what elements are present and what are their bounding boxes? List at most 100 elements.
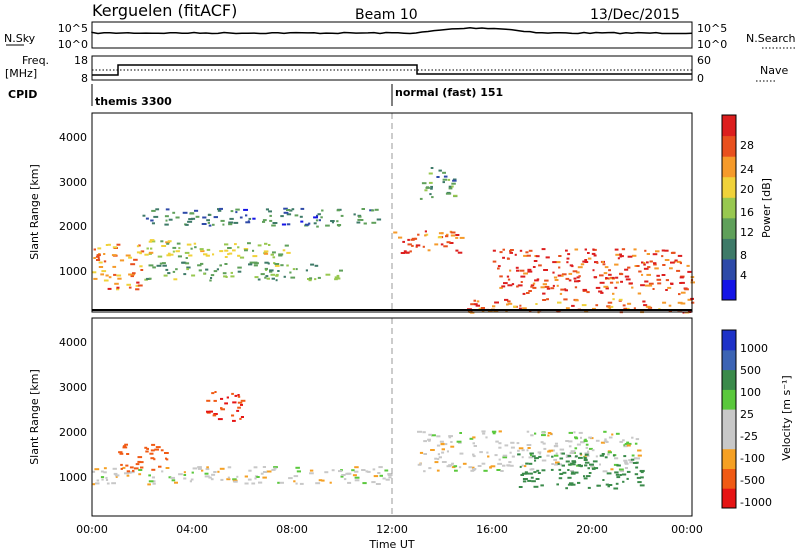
echo-cell [547, 434, 550, 437]
echo-cell [503, 282, 508, 285]
echo-cell [585, 443, 589, 446]
echo-cell [161, 470, 164, 473]
echo-cell [398, 236, 403, 239]
echo-cell [603, 440, 608, 443]
echo-cell [550, 468, 554, 471]
echo-cell [639, 484, 645, 487]
echo-cell [376, 218, 382, 221]
echo-cell [139, 265, 143, 268]
echo-cell [526, 430, 530, 433]
echo-cell [522, 307, 527, 310]
echo-cell [140, 269, 144, 271]
echo-cell [619, 255, 624, 258]
echo-cell [105, 244, 108, 246]
echo-cell [283, 211, 289, 214]
echo-cell [593, 276, 598, 279]
echo-cell [446, 450, 449, 453]
echo-cell [563, 298, 568, 301]
echo-cell [513, 305, 517, 308]
echo-cell [455, 236, 459, 239]
echo-cell [592, 307, 596, 310]
echo-cell [475, 304, 480, 307]
echo-cell [569, 264, 573, 267]
echo-cell [423, 470, 426, 473]
echo-cell [264, 242, 268, 245]
echo-cell [627, 266, 631, 269]
freq-trace [92, 64, 692, 76]
echo-cell [626, 441, 630, 444]
echo-cell [237, 270, 242, 273]
echo-cell [198, 269, 202, 272]
echo-cell [567, 483, 573, 486]
echo-cell [574, 248, 579, 251]
echo-cell [156, 264, 162, 267]
echo-cell [206, 466, 209, 469]
velocity-colorbar-block [722, 488, 736, 509]
echo-cell [578, 431, 583, 434]
echo-cell [213, 270, 218, 273]
echo-cell [526, 254, 531, 257]
echo-cell [331, 221, 334, 224]
echo-cell [265, 208, 269, 211]
echo-cell [498, 442, 502, 445]
echo-cell [272, 256, 276, 259]
echo-cell [452, 179, 457, 182]
echo-cell [502, 248, 505, 251]
echo-cell [527, 268, 532, 271]
echo-cell [371, 209, 375, 212]
echo-cell [103, 467, 107, 470]
echo-cell [203, 272, 206, 275]
echo-cell [568, 440, 573, 443]
echo-cell [129, 466, 134, 469]
echo-cell [185, 223, 189, 226]
echo-cell [566, 261, 569, 264]
echo-cell [445, 443, 448, 446]
echo-cell [148, 277, 152, 280]
echo-cell [442, 171, 446, 174]
echo-cell [606, 472, 612, 475]
echo-cell [160, 449, 164, 452]
echo-cell [455, 234, 460, 236]
echo-cell [557, 301, 562, 304]
echo-cell [568, 272, 573, 275]
echo-cell [636, 476, 641, 479]
echo-cell [565, 487, 568, 490]
echo-cell [602, 263, 606, 266]
echo-cell [441, 448, 445, 451]
echo-cell [293, 475, 299, 478]
velocity-ytick-1000: 1000 [59, 471, 87, 484]
echo-cell [627, 255, 633, 258]
nsky-tick-top: 10^5 [58, 22, 88, 35]
echo-cell [158, 465, 162, 468]
echo-cell [485, 436, 488, 439]
echo-cell [635, 438, 640, 441]
vel-cbar-tick-minus100: -100 [740, 452, 765, 465]
echo-cell [587, 450, 590, 453]
echo-cell [591, 466, 596, 469]
echo-cell [501, 285, 506, 288]
echo-cell [529, 468, 533, 471]
echo-cell [443, 245, 448, 248]
vel-cbar-tick-minus500: -500 [740, 474, 765, 487]
echo-cell [183, 474, 187, 476]
echo-cell [451, 462, 454, 465]
velocity-colorbar-block [722, 448, 736, 469]
echo-cell [595, 304, 599, 307]
echo-cell [588, 436, 592, 439]
echo-cell [607, 451, 612, 454]
echo-cell [540, 441, 544, 444]
echo-cell [191, 274, 196, 277]
echo-cell [541, 248, 546, 251]
echo-cell [146, 277, 150, 280]
echo-cell [424, 234, 427, 237]
echo-cell [94, 468, 100, 471]
echo-cell [120, 463, 123, 466]
power-echo-layer [92, 167, 695, 314]
echo-cell [538, 452, 541, 455]
echo-cell [626, 470, 631, 473]
echo-cell [631, 436, 634, 439]
echo-cell [669, 267, 673, 270]
echo-cell [451, 182, 456, 185]
echo-cell [494, 454, 498, 457]
echo-cell [555, 452, 558, 455]
